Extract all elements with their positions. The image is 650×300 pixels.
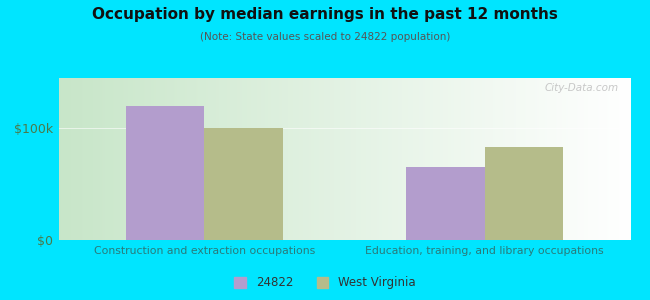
Bar — [126, 106, 204, 240]
Text: (Note: State values scaled to 24822 population): (Note: State values scaled to 24822 popu… — [200, 32, 450, 41]
Bar — [204, 128, 283, 240]
Text: City-Data.com: City-Data.com — [545, 83, 619, 93]
Legend: 24822, West Virginia: 24822, West Virginia — [229, 272, 421, 294]
Bar — [406, 167, 485, 240]
Text: Occupation by median earnings in the past 12 months: Occupation by median earnings in the pas… — [92, 8, 558, 22]
Bar — [485, 147, 563, 240]
